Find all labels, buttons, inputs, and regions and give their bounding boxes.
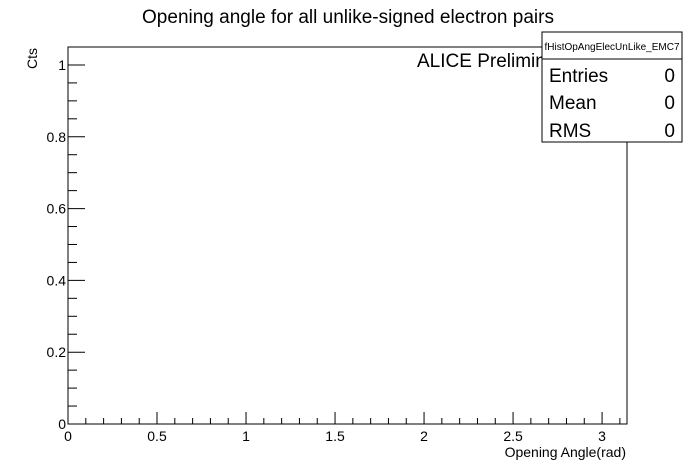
y-tick-label: 1 <box>58 57 66 73</box>
stats-rms-value: 0 <box>664 121 675 142</box>
x-tick-label: 2 <box>420 428 428 444</box>
chart-title: Opening angle for all unlike-signed elec… <box>142 7 554 28</box>
stats-rms-label: RMS <box>549 121 591 142</box>
alice-preliminary-label: ALICE Preliminary <box>417 51 573 72</box>
stats-entries-label: Entries <box>549 66 608 87</box>
y-tick-label: 0.2 <box>47 344 67 360</box>
plot-frame <box>67 46 628 425</box>
stats-box: fHistOpAngElecUnLike_EMC7 Entries 0 Mean… <box>541 31 683 143</box>
x-axis: 0 0.5 1 1.5 2 2.5 3 <box>64 412 621 444</box>
x-axis-label: Opening Angle(rad) <box>505 444 626 460</box>
stats-mean-value: 0 <box>664 93 675 114</box>
x-tick-label: 2.5 <box>503 428 523 444</box>
stats-entries-value: 0 <box>664 66 675 87</box>
x-tick-label: 1 <box>242 428 250 444</box>
x-tick-label: 0 <box>64 428 72 444</box>
y-tick-label: 0.8 <box>47 129 67 145</box>
y-tick-label: 0 <box>58 416 66 432</box>
x-tick-label: 1.5 <box>325 428 345 444</box>
stats-box-name: fHistOpAngElecUnLike_EMC7 <box>544 42 679 53</box>
y-tick-label: 0.4 <box>47 272 67 288</box>
stats-mean-label: Mean <box>549 93 597 114</box>
x-tick-label: 0.5 <box>147 428 167 444</box>
y-tick-label: 0.6 <box>47 201 67 217</box>
y-axis-label: Cts <box>24 48 40 69</box>
y-axis: 0 0.2 0.4 0.6 0.8 1 <box>47 46 85 432</box>
x-tick-label: 3 <box>598 428 606 444</box>
stats-box-frame <box>541 31 683 143</box>
